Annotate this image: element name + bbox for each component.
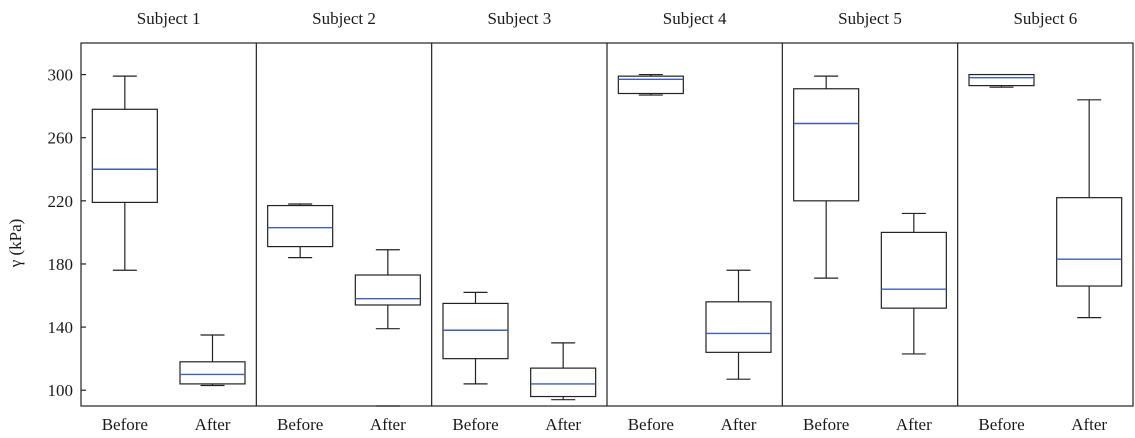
- iqr-box: [617, 75, 684, 95]
- y-tick-label: 220: [48, 192, 74, 211]
- iqr-box: [442, 302, 509, 360]
- x-tick-label: After: [721, 415, 757, 434]
- iqr-box: [354, 274, 421, 306]
- x-tick-label: Before: [102, 415, 148, 434]
- x-tick-label: Before: [978, 415, 1024, 434]
- plot-area: 100 140 180 220 260 300 Subject 1 Before After Su…: [48, 9, 1134, 434]
- x-tick-label: After: [1071, 415, 1107, 434]
- y-tick-label: 180: [48, 255, 74, 274]
- x-tick-label: After: [545, 415, 581, 434]
- iqr-box: [880, 231, 947, 309]
- iqr-box: [267, 204, 334, 248]
- panel-title: Subject 5: [838, 9, 902, 28]
- iqr-box: [705, 301, 772, 353]
- x-tick-label: Before: [452, 415, 498, 434]
- iqr-box: [530, 367, 597, 398]
- x-tick-label: Before: [803, 415, 849, 434]
- y-axis-label: γ (kPa): [6, 219, 25, 269]
- panel-title: Subject 2: [312, 9, 376, 28]
- iqr-box: [91, 108, 158, 204]
- y-tick-label: 140: [48, 318, 74, 337]
- iqr-box: [179, 361, 246, 385]
- x-tick-label: After: [896, 415, 932, 434]
- y-tick-label: 300: [48, 66, 74, 85]
- panel-title: Subject 3: [487, 9, 551, 28]
- panel-title: Subject 4: [663, 9, 727, 28]
- x-tick-label: Before: [628, 415, 674, 434]
- panel-title: Subject 6: [1013, 9, 1077, 28]
- panel-title: Subject 1: [137, 9, 201, 28]
- iqr-box: [968, 73, 1035, 87]
- x-tick-label: After: [370, 415, 406, 434]
- x-tick-label: After: [195, 415, 231, 434]
- y-tick-label: 260: [48, 129, 74, 148]
- iqr-box: [793, 88, 860, 202]
- x-tick-label: Before: [277, 415, 323, 434]
- iqr-box: [1056, 197, 1123, 287]
- y-tick-label: 100: [48, 381, 74, 400]
